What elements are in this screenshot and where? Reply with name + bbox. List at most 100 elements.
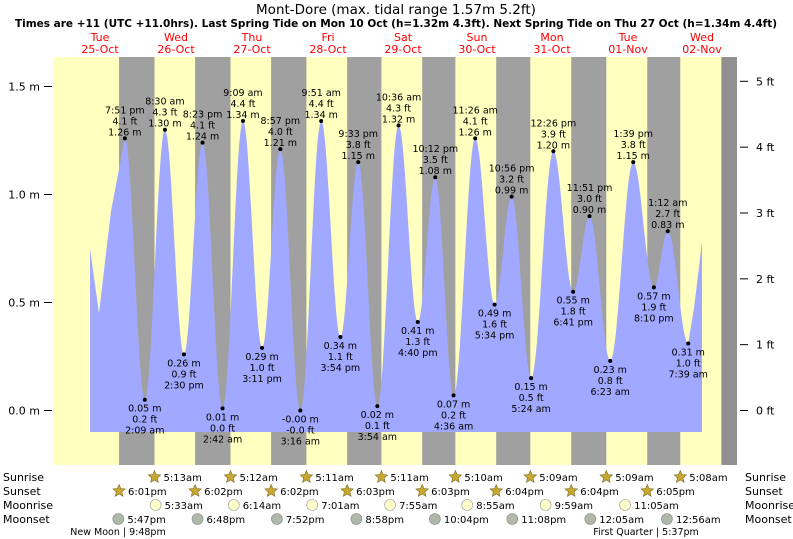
moonset-time-label: 12:56am	[676, 515, 721, 526]
moonrise-entry: 5:33am	[149, 499, 203, 512]
tide-height-m-label: 0.99 m	[495, 186, 528, 197]
moonset-icon	[506, 513, 519, 525]
sunset-entry: 6:01pm	[112, 483, 167, 498]
tide-height-ft-label: -0.0 ft	[286, 426, 315, 437]
tide-point-marker	[240, 119, 245, 124]
day-date-label: 28-Oct	[309, 43, 347, 56]
y-axes: 0.0 m 0.5 m 1.0 m 1.5 m 0 ft 1 ft 2 ft 3 ft 4 ft…	[8, 75, 775, 417]
tide-point-marker	[473, 136, 478, 141]
row-label-left: Moonrise	[3, 499, 53, 512]
sunset-entry: 6:05pm	[640, 483, 695, 498]
y-axis-ft-tick-label: 4 ft	[756, 141, 775, 154]
low-tide-point: 0.57 m1.9 ft8:10 pm	[634, 285, 674, 324]
tide-point-marker	[396, 123, 401, 128]
high-tide-point: 8:57 pm4.0 ft1.21 m	[261, 116, 300, 152]
tide-time-label: 3:16 am	[281, 437, 320, 448]
tide-point-marker	[356, 160, 361, 165]
moonset-icon	[271, 513, 283, 525]
tide-height-m-label: 0.15 m	[514, 382, 547, 393]
tide-height-m-label: 0.31 m	[672, 348, 705, 359]
tide-time-label: 2:30 pm	[164, 380, 204, 391]
tide-height-m-label: 0.90 m	[573, 205, 606, 216]
tide-point-marker	[298, 408, 303, 413]
tide-time-label: 7:51 pm	[105, 105, 145, 116]
tide-point-marker	[608, 358, 613, 363]
moonrise-time-label: 6:14am	[243, 501, 281, 512]
high-tide-point: 9:09 am4.4 ft1.34 m	[223, 88, 263, 124]
low-tide-point: 0.55 m1.8 ft6:41 pm	[553, 289, 593, 329]
day-date-label: 26-Oct	[157, 43, 195, 56]
tide-point-marker	[181, 352, 186, 357]
tide-time-label: 10:12 pm	[412, 144, 458, 155]
day-date-label: 30-Oct	[458, 43, 496, 56]
tide-point-marker	[665, 229, 670, 234]
sunrise-entry: 5:09am	[599, 469, 654, 484]
tide-point-marker	[200, 140, 205, 145]
moonrise-icon	[461, 499, 474, 511]
high-tide-point: 8:30 am4.3 ft1.30 m	[145, 97, 185, 132]
tide-height-m-label: 0.41 m	[401, 326, 434, 337]
sunrise-time-label: 5:13am	[164, 473, 202, 484]
y-axis-ft-tick-label: 3 ft	[756, 207, 775, 220]
moonrise-icon	[384, 499, 396, 511]
sunrise-time-label: 5:08am	[689, 473, 727, 484]
tide-height-m-label: 0.29 m	[245, 352, 278, 363]
row-label-left: Moonset	[3, 513, 50, 526]
sunrise-time-label: 5:09am	[615, 473, 653, 484]
tide-point-marker	[122, 136, 127, 141]
row-label-right: Sunset	[745, 485, 783, 498]
moonrise-time-label: 11:05am	[634, 501, 679, 512]
low-tide-point: 0.02 m0.1 ft3:54 am	[358, 404, 397, 443]
low-tide-point: 0.23 m0.8 ft6:23 am	[590, 358, 630, 398]
day-date-label: 27-Oct	[233, 43, 271, 56]
tide-height-ft-label: 4.1 ft	[190, 121, 215, 132]
moonset-entry: 12:05am	[584, 513, 644, 526]
tide-height-m-label: -0.00 m	[282, 415, 319, 426]
moonset-time-label: 10:04pm	[444, 515, 489, 526]
moonset-entry: 11:08pm	[506, 513, 566, 526]
tide-height-ft-label: 1.1 ft	[328, 352, 353, 363]
tide-point-marker	[433, 175, 438, 180]
tide-point-marker	[375, 404, 380, 409]
tide-height-ft-label: 3.5 ft	[423, 155, 448, 166]
tide-height-m-label: 0.05 m	[128, 404, 161, 415]
row-label-left: Sunrise	[3, 471, 44, 484]
sunrise-icon	[523, 469, 538, 483]
moonset-entry: 7:52pm	[271, 513, 324, 526]
sunset-time-label: 6:02pm	[204, 487, 243, 498]
tide-height-ft-label: 1.6 ft	[482, 320, 507, 331]
tide-height-ft-label: 3.8 ft	[346, 140, 371, 151]
sunset-icon	[640, 483, 655, 497]
tide-height-m-label: 0.07 m	[437, 399, 470, 410]
tide-time-label: 8:30 am	[145, 97, 184, 108]
moonset-icon	[350, 513, 363, 525]
tide-time-label: 10:56 pm	[489, 164, 535, 175]
tide-height-m-label: 1.26 m	[458, 127, 491, 138]
tide-time-label: 3:11 pm	[242, 374, 282, 385]
tide-time-label: 1:12 am	[648, 198, 687, 209]
tide-height-m-label: 1.34 m	[304, 110, 337, 121]
sunrise-entry: 5:08am	[673, 469, 728, 484]
day-date-label: 25-Oct	[81, 43, 119, 56]
tide-time-label: 3:54 pm	[321, 363, 361, 374]
tide-time-label: 5:24 am	[511, 404, 550, 415]
moonrise-entry: 7:55am	[384, 499, 437, 512]
tide-point-marker	[529, 376, 534, 381]
tide-height-ft-label: 3.2 ft	[499, 175, 524, 186]
low-tide-point: -0.00 m-0.0 ft3:16 am	[281, 408, 320, 448]
sunset-entry: 6:02pm	[264, 483, 319, 498]
tide-area	[90, 121, 702, 432]
tide-height-m-label: 0.23 m	[593, 365, 626, 376]
tide-height-ft-label: 0.1 ft	[365, 421, 390, 432]
tide-height-ft-label: 1.3 ft	[405, 337, 430, 348]
moonrise-entry: 9:59am	[539, 499, 593, 512]
tide-time-label: 9:33 pm	[338, 129, 378, 140]
tide-height-m-label: 1.21 m	[264, 138, 297, 149]
tide-time-label: 9:51 am	[301, 88, 340, 99]
tide-time-label: 3:54 am	[358, 432, 397, 443]
tide-point-marker	[651, 285, 656, 290]
tide-height-ft-label: 2.7 ft	[655, 209, 680, 220]
tide-point-marker	[571, 289, 576, 294]
chart-title: Mont-Dore (max. tidal range 1.57m 5.2ft)	[256, 2, 536, 18]
day-date-label: 01-Nov	[608, 43, 648, 56]
